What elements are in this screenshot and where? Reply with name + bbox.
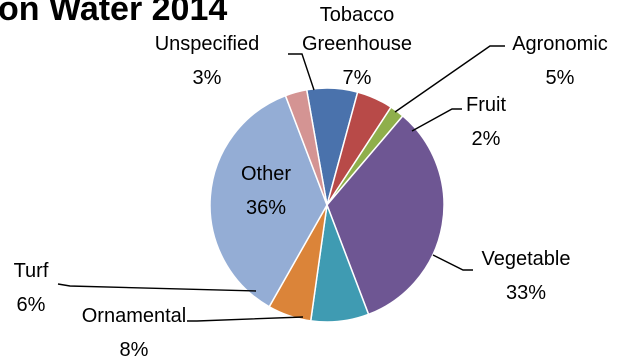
label-unspecified-text: Unspecified [155,33,260,55]
slice-vegetable [326,114,445,316]
label-ornamental-percent: 8% [120,339,149,361]
label-tobacco-greenhouse-percent: 7% [343,67,372,89]
label-turf-percent: 6% [17,294,46,316]
slice-other [209,94,328,308]
label-fruit-percent: 2% [472,128,501,150]
label-fruit-text: Fruit [466,94,506,116]
label-vegetable-percent: 33% [506,282,546,304]
label-vegetable-text: Vegetable [482,248,571,270]
label-agronomic-percent: 5% [546,67,575,89]
leader-line-ornamental [187,316,304,322]
leader-line-turf [57,283,257,292]
leader-line-vegetable [432,254,473,271]
slice-labels: Tobacco Greenhouse 7% Agronomic 5% Fruit 2% Veg… [14,4,608,361]
label-other-percent: 36% [246,197,286,219]
label-tobacco-greenhouse-text: Tobacco [320,4,395,26]
label-tobacco-greenhouse-text: Greenhouse [302,33,412,55]
label-other-text: Other [241,163,291,185]
chart-title: on Water 2014 [0,0,227,28]
label-ornamental-text: Ornamental [82,305,187,327]
label-agronomic-text: Agronomic [512,33,608,55]
leader-line-agronomic [394,45,505,113]
label-unspecified-percent: 3% [193,67,222,89]
leader-line-fruit [411,108,462,132]
pie-slices [209,87,445,323]
leader-lines [57,45,505,322]
label-turf-text: Turf [14,260,49,282]
leader-line-unspecified [288,53,315,91]
slice-unspecified [284,88,328,206]
